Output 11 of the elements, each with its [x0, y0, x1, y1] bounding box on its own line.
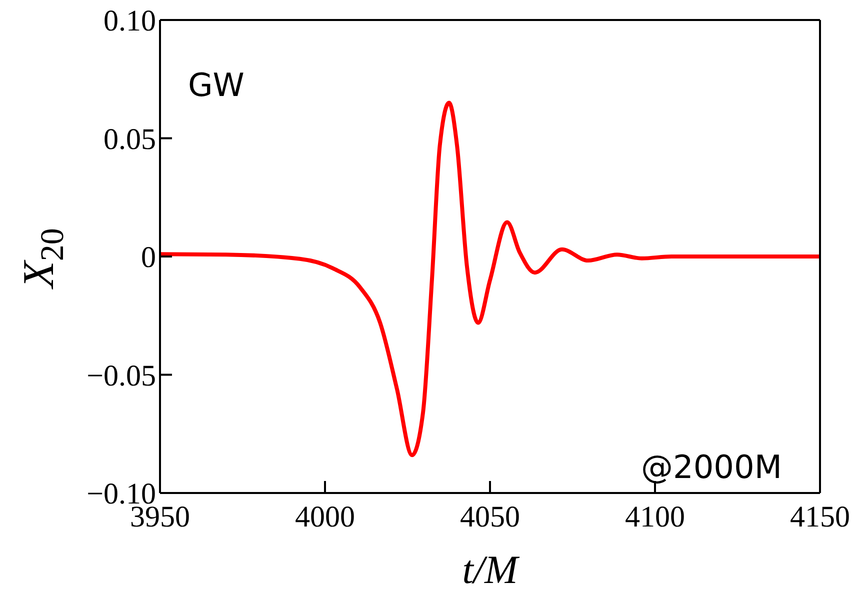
x-tick-label: 4100	[625, 500, 685, 534]
y-tick-label: 0	[141, 241, 156, 274]
y-tick-label: 0.05	[104, 122, 156, 156]
y-tick-label: 0.10	[104, 4, 156, 38]
x-tick-label: 4000	[295, 500, 355, 534]
x-tick-label: 4050	[460, 500, 520, 534]
x-tick-label: 4150	[790, 500, 850, 534]
annotation: @2000M	[640, 448, 782, 486]
y-tick-label: −0.05	[86, 359, 156, 392]
annotation: GW	[188, 66, 244, 104]
x-axis-title: t/M	[462, 547, 520, 592]
